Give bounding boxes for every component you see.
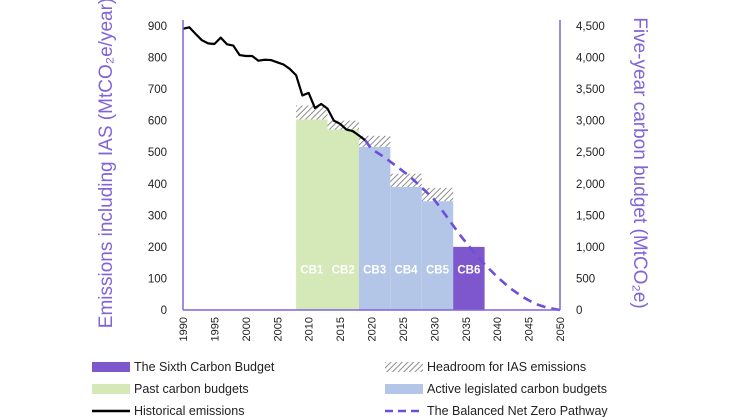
legend-label-headroom: Headroom for IAS emissions — [427, 360, 586, 374]
y-left-tick-label: 200 — [148, 242, 167, 254]
x-tick-label: 2020 — [367, 317, 379, 341]
y-axis-right-title: Five-year carbon budget (MtCO₂e) — [629, 17, 650, 308]
emission-lines — [182, 26, 561, 312]
y-right-tick-label: 2,000 — [576, 179, 605, 191]
budget-label-cb5: CB5 — [426, 265, 450, 277]
x-tick-label: 2000 — [241, 317, 253, 341]
y-right-tick-label: 3,000 — [576, 116, 605, 128]
y-left-tick-label: 300 — [148, 210, 167, 222]
budget-label-cb2: CB2 — [332, 265, 355, 277]
legend-label-active: Active legislated carbon budgets — [427, 382, 607, 396]
budget-bars: CB1 CB2 CB3 CB4 CB5 CB6 — [296, 105, 485, 310]
budget-bar-cb5 — [421, 201, 454, 310]
x-tick-label: 1995 — [209, 317, 221, 341]
budget-label-cb4: CB4 — [395, 265, 419, 277]
y-left-tick-label: 0 — [161, 305, 167, 317]
legend-swatch-headroom — [385, 362, 423, 372]
x-tick-label: 2025 — [398, 317, 410, 341]
y-left-tick-label: 700 — [148, 84, 167, 96]
y-left-tick-label: 400 — [148, 179, 167, 191]
headroom-cb3 — [358, 135, 391, 147]
y-left-tick-label: 600 — [148, 116, 167, 128]
y-right-tick-label: 1,500 — [576, 210, 605, 222]
x-tick-label: 2010 — [304, 317, 316, 341]
y-right-tick-label: 3,500 — [576, 84, 605, 96]
historical-emissions-line — [182, 26, 366, 142]
legend-label-past: Past carbon budgets — [134, 382, 249, 396]
budget-bar-cb6 — [453, 246, 485, 310]
y-left-tick-label: 500 — [148, 147, 167, 159]
y-right-tick-label: 500 — [576, 273, 595, 285]
y-axis-left-title: Emissions including IAS (MtCO₂e/year) — [96, 0, 117, 328]
budget-label-cb6: CB6 — [457, 265, 480, 277]
legend-swatch-active — [385, 384, 423, 394]
y-left-tick-label: 800 — [148, 53, 167, 65]
budget-label-cb3: CB3 — [363, 265, 386, 277]
x-tick-label: 2030 — [429, 317, 441, 341]
legend-label-historical: Historical emissions — [134, 404, 244, 417]
x-tick-label: 1990 — [178, 317, 190, 341]
x-tick-label: 2005 — [272, 317, 284, 341]
x-tick-label: 2045 — [524, 317, 536, 341]
x-tick-label: 2050 — [555, 317, 567, 341]
x-tick-label: 2015 — [335, 317, 347, 341]
headroom-cb5 — [421, 187, 454, 202]
axes: 0 100 200 300 400 500 600 700 800 900 0 500 1,000 1,5… — [148, 20, 605, 341]
headroom-cb2 — [327, 120, 359, 130]
legend: The Sixth Carbon Budget Headroom for IAS … — [92, 360, 608, 417]
y-right-tick-label: 0 — [576, 305, 582, 317]
budget-bar-cb2 — [327, 129, 359, 310]
y-right-tick-label: 1,000 — [576, 242, 605, 254]
legend-swatch-sixth — [92, 362, 130, 372]
legend-swatch-past — [92, 384, 130, 394]
budget-label-cb1: CB1 — [300, 265, 324, 277]
budget-bar-cb4 — [390, 186, 422, 310]
legend-label-pathway: The Balanced Net Zero Pathway — [427, 404, 608, 417]
budget-bar-cb3 — [358, 146, 391, 310]
y-right-tick-label: 4,000 — [576, 53, 605, 65]
headroom-cb1 — [296, 105, 328, 120]
legend-label-sixth: The Sixth Carbon Budget — [134, 360, 275, 374]
headroom-cb4 — [390, 173, 422, 187]
budget-bar-cb1 — [296, 119, 328, 310]
y-left-tick-label: 900 — [148, 21, 167, 33]
y-right-tick-label: 2,500 — [576, 147, 605, 159]
balanced-pathway-line — [364, 139, 561, 312]
x-tick-label: 2035 — [461, 317, 473, 341]
y-left-tick-label: 100 — [148, 273, 167, 285]
x-tick-label: 2040 — [492, 317, 504, 341]
y-right-tick-label: 4,500 — [576, 21, 605, 33]
